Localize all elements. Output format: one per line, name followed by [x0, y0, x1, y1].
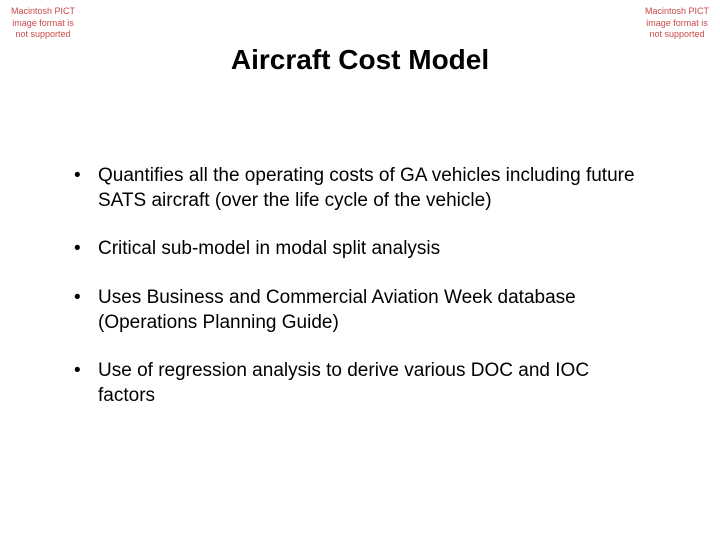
bullet-item: Use of regression analysis to derive var…	[74, 359, 646, 408]
bullet-list: Quantifies all the operating costs of GA…	[74, 164, 646, 433]
bullet-item: Critical sub-model in modal split analys…	[74, 237, 646, 262]
slide-title: Aircraft Cost Model	[0, 44, 720, 76]
pict-placeholder-left: Macintosh PICT image format is not suppo…	[8, 6, 78, 41]
bullet-item: Quantifies all the operating costs of GA…	[74, 164, 646, 213]
bullet-item: Uses Business and Commercial Aviation We…	[74, 286, 646, 335]
pict-placeholder-right: Macintosh PICT image format is not suppo…	[642, 6, 712, 41]
